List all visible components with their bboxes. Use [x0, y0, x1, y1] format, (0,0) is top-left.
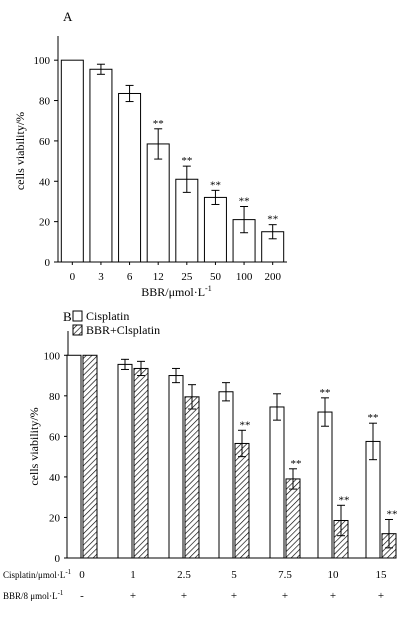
bar-cisplatin: [269, 406, 285, 559]
significance-mark: **: [320, 387, 331, 399]
bbr-presence-mark: +: [130, 590, 136, 602]
row-label-cisplatin: Cisplatin/μmol·L-1: [3, 568, 72, 580]
cisplatin-dose-label: 1: [130, 569, 136, 581]
bar-cisplatin: [168, 375, 184, 559]
x-tick-label: 200: [264, 271, 281, 283]
legend-swatch-cisplatin: [72, 310, 83, 322]
bar-cisplatin: [317, 411, 333, 559]
x-axis-label: BBR/μmol·L-1: [141, 284, 211, 299]
y-axis-label: cells viability/%: [13, 112, 27, 190]
panel-label-a: A: [63, 9, 73, 24]
bar-bbr-cisplatin: [82, 354, 98, 559]
significance-mark: **: [153, 118, 164, 130]
legend-swatch-bbr-cisplatin: [72, 324, 83, 336]
bar: [118, 92, 142, 263]
significance-mark: **: [240, 419, 251, 431]
y-tick-label: 0: [55, 553, 61, 565]
x-tick-label: 3: [98, 271, 104, 283]
bar-bbr-cisplatin: [184, 396, 200, 559]
bar-cisplatin: [117, 363, 133, 559]
bar-bbr-cisplatin: [133, 367, 149, 559]
y-tick-label: 20: [49, 512, 61, 524]
panel-label-b: B: [63, 309, 72, 324]
x-tick-label: 0: [70, 271, 76, 283]
legend-label-bbr-cisplatin: BBR+Clsplatin: [86, 323, 160, 337]
significance-mark: **: [368, 412, 379, 424]
x-tick-label: 12: [153, 271, 164, 283]
cisplatin-dose-label: 15: [376, 569, 388, 581]
row-label-bbr: BBR/8 μmol·L-1: [3, 589, 64, 601]
cisplatin-dose-label: 2.5: [177, 569, 191, 581]
y-tick-label: 0: [45, 257, 51, 269]
x-tick-label: 25: [181, 271, 193, 283]
bbr-presence-mark: -: [80, 590, 84, 602]
y-tick-label: 80: [39, 96, 51, 108]
bar: [146, 143, 170, 263]
legend-label-cisplatin: Cisplatin: [86, 309, 129, 323]
bbr-presence-mark: +: [282, 590, 288, 602]
y-tick-label: 80: [49, 391, 61, 403]
bar: [203, 196, 227, 263]
bar-cisplatin: [218, 391, 234, 559]
x-tick-label: 6: [127, 271, 133, 283]
cisplatin-dose-label: 5: [231, 569, 237, 581]
significance-mark: **: [387, 508, 398, 520]
cisplatin-dose-label: 10: [328, 569, 340, 581]
cisplatin-dose-label: 0: [79, 569, 85, 581]
significance-mark: **: [267, 214, 278, 226]
bar-cisplatin: [66, 354, 82, 559]
bbr-presence-mark: +: [181, 590, 187, 602]
row-label-bbr-superscript: -1: [58, 589, 64, 597]
y-tick-label: 100: [34, 55, 51, 67]
x-tick-label: 50: [210, 271, 222, 283]
significance-mark: **: [291, 458, 302, 470]
significance-mark: **: [210, 179, 221, 191]
y-tick-label: 100: [44, 350, 61, 362]
bar-bbr-cisplatin: [234, 442, 250, 559]
bar-bbr-cisplatin: [285, 478, 301, 559]
y-tick-label: 40: [49, 472, 61, 484]
significance-mark: **: [181, 155, 192, 167]
significance-mark: **: [339, 494, 350, 506]
bar: [60, 59, 84, 263]
bbr-presence-mark: +: [330, 590, 336, 602]
panel-b-chart: B CisplatinBBR+Clsplatin0204060801000-1+2…: [3, 309, 398, 602]
bar: [89, 68, 113, 263]
y-axis-label: cells viability/%: [27, 407, 41, 485]
x-tick-label: 100: [236, 271, 253, 283]
x-axis-label-superscript: -1: [205, 284, 212, 293]
y-tick-label: 60: [49, 431, 61, 443]
panel-a-chart: A 0 20 40 60 80 100 0 3 6 ** 12 ** 25 ** 50 ** 100 ** 200 ce…: [13, 9, 287, 299]
significance-mark: **: [239, 196, 250, 208]
cisplatin-dose-label: 7.5: [278, 569, 292, 581]
y-tick-label: 20: [39, 217, 51, 229]
y-tick-label: 40: [39, 176, 51, 188]
bbr-presence-mark: +: [378, 590, 384, 602]
y-tick-label: 60: [39, 136, 51, 148]
row-label-cisplatin-superscript: -1: [65, 568, 71, 576]
bbr-presence-mark: +: [231, 590, 237, 602]
